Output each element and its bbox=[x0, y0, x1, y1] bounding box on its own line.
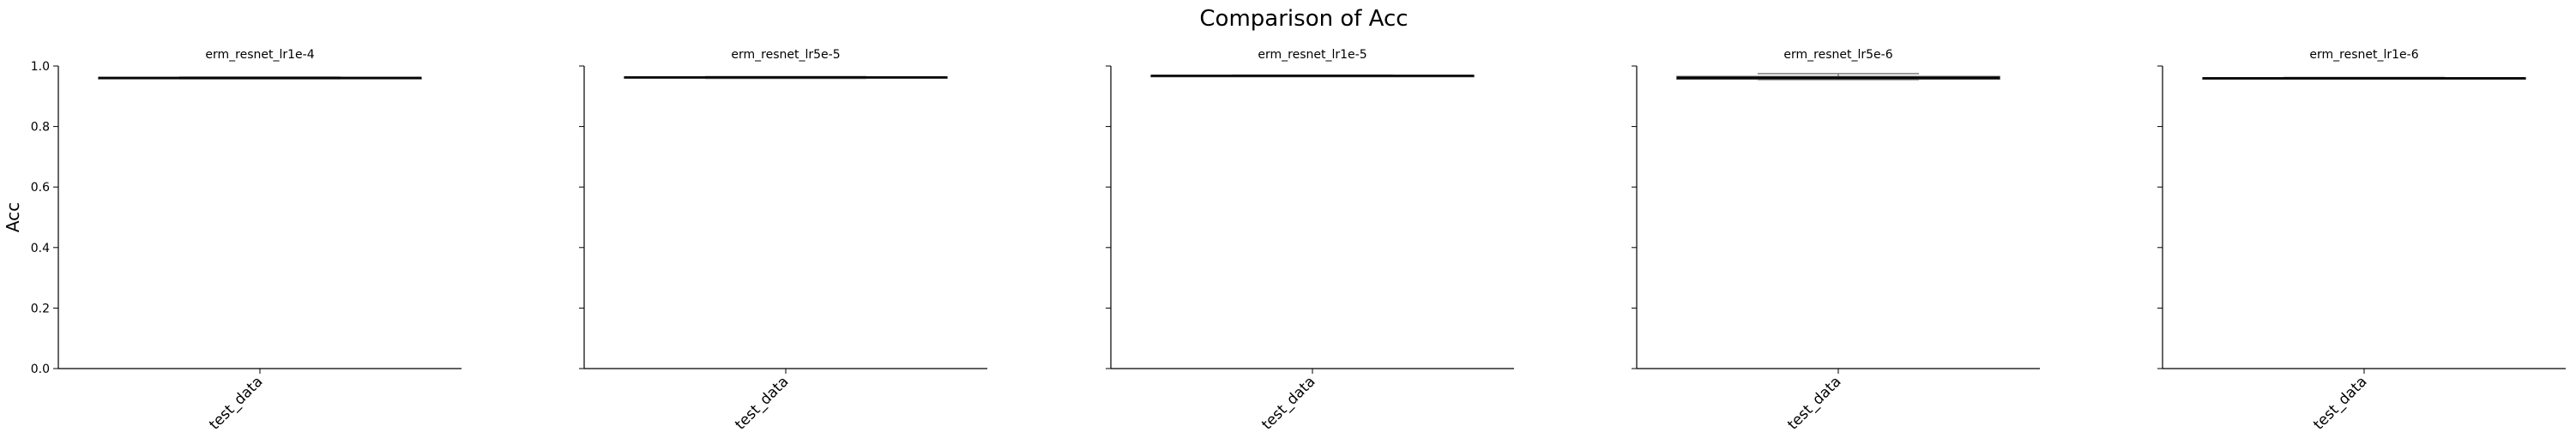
y-tick-label: 0.6 bbox=[31, 181, 50, 195]
y-tick-label: 0.8 bbox=[31, 121, 50, 135]
y-tick-label: 0.4 bbox=[31, 242, 50, 255]
subplot-title: erm_resnet_lr1e-5 bbox=[1258, 48, 1366, 62]
x-tick-label: test_data bbox=[732, 373, 792, 433]
y-tick-label: 1.0 bbox=[31, 60, 50, 74]
figure-title: Comparison of Acc bbox=[1199, 6, 1408, 32]
y-axis-label: Acc bbox=[3, 202, 23, 232]
subplot-title: erm_resnet_lr1e-4 bbox=[205, 48, 314, 62]
y-tick-label: 0.2 bbox=[31, 302, 50, 315]
subplot-title: erm_resnet_lr1e-6 bbox=[2309, 48, 2418, 62]
subplot-4: erm_resnet_lr5e-6 test_data bbox=[1632, 48, 2040, 434]
subplot-1: erm_resnet_lr1e-4 0.0 0.2 0.4 0.6 0.8 1.0 Acc te… bbox=[3, 48, 462, 434]
x-tick-label: test_data bbox=[1258, 373, 1318, 433]
subplot-title: erm_resnet_lr5e-6 bbox=[1783, 48, 1892, 62]
subplot-2: erm_resnet_lr5e-5 test_data bbox=[579, 48, 987, 434]
subplot-title: erm_resnet_lr5e-5 bbox=[731, 48, 840, 62]
x-tick-label: test_data bbox=[1784, 373, 1844, 433]
subplot-panels: erm_resnet_lr1e-4 0.0 0.2 0.4 0.6 0.8 1.0 Acc te… bbox=[3, 48, 2566, 434]
y-tick-label: 0.0 bbox=[31, 363, 50, 376]
subplot-5: erm_resnet_lr1e-6 test_data bbox=[2157, 48, 2566, 434]
x-tick-label: test_data bbox=[206, 373, 266, 433]
x-tick-label: test_data bbox=[2310, 373, 2370, 433]
subplot-3: erm_resnet_lr1e-5 test_data bbox=[1106, 48, 1514, 434]
